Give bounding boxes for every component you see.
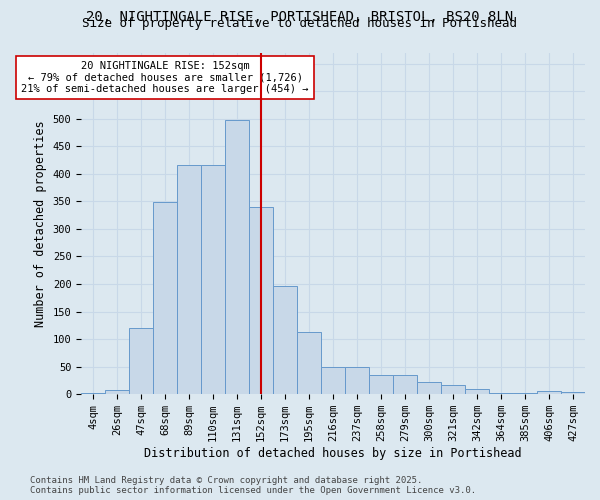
Text: Contains HM Land Registry data © Crown copyright and database right 2025.
Contai: Contains HM Land Registry data © Crown c… bbox=[30, 476, 476, 495]
Bar bbox=[465, 388, 489, 394]
Text: 20, NIGHTINGALE RISE, PORTISHEAD, BRISTOL, BS20 8LN: 20, NIGHTINGALE RISE, PORTISHEAD, BRISTO… bbox=[86, 10, 514, 24]
Bar bbox=[489, 392, 513, 394]
Bar bbox=[393, 375, 417, 394]
Bar bbox=[537, 392, 561, 394]
Bar bbox=[321, 366, 345, 394]
Bar bbox=[105, 390, 129, 394]
Bar bbox=[81, 392, 105, 394]
Bar bbox=[561, 392, 585, 394]
Bar bbox=[417, 382, 441, 394]
Bar bbox=[297, 332, 321, 394]
Bar bbox=[441, 385, 465, 394]
Bar bbox=[273, 286, 297, 394]
Text: Size of property relative to detached houses in Portishead: Size of property relative to detached ho… bbox=[83, 18, 517, 30]
Bar bbox=[201, 166, 225, 394]
Bar bbox=[225, 120, 249, 394]
Bar bbox=[153, 202, 177, 394]
Bar bbox=[177, 166, 201, 394]
Text: 20 NIGHTINGALE RISE: 152sqm
← 79% of detached houses are smaller (1,726)
21% of : 20 NIGHTINGALE RISE: 152sqm ← 79% of det… bbox=[22, 61, 309, 94]
Bar bbox=[513, 392, 537, 394]
X-axis label: Distribution of detached houses by size in Portishead: Distribution of detached houses by size … bbox=[145, 447, 522, 460]
Y-axis label: Number of detached properties: Number of detached properties bbox=[34, 120, 47, 326]
Bar bbox=[249, 207, 273, 394]
Bar bbox=[129, 328, 153, 394]
Bar bbox=[369, 375, 393, 394]
Bar bbox=[345, 366, 369, 394]
